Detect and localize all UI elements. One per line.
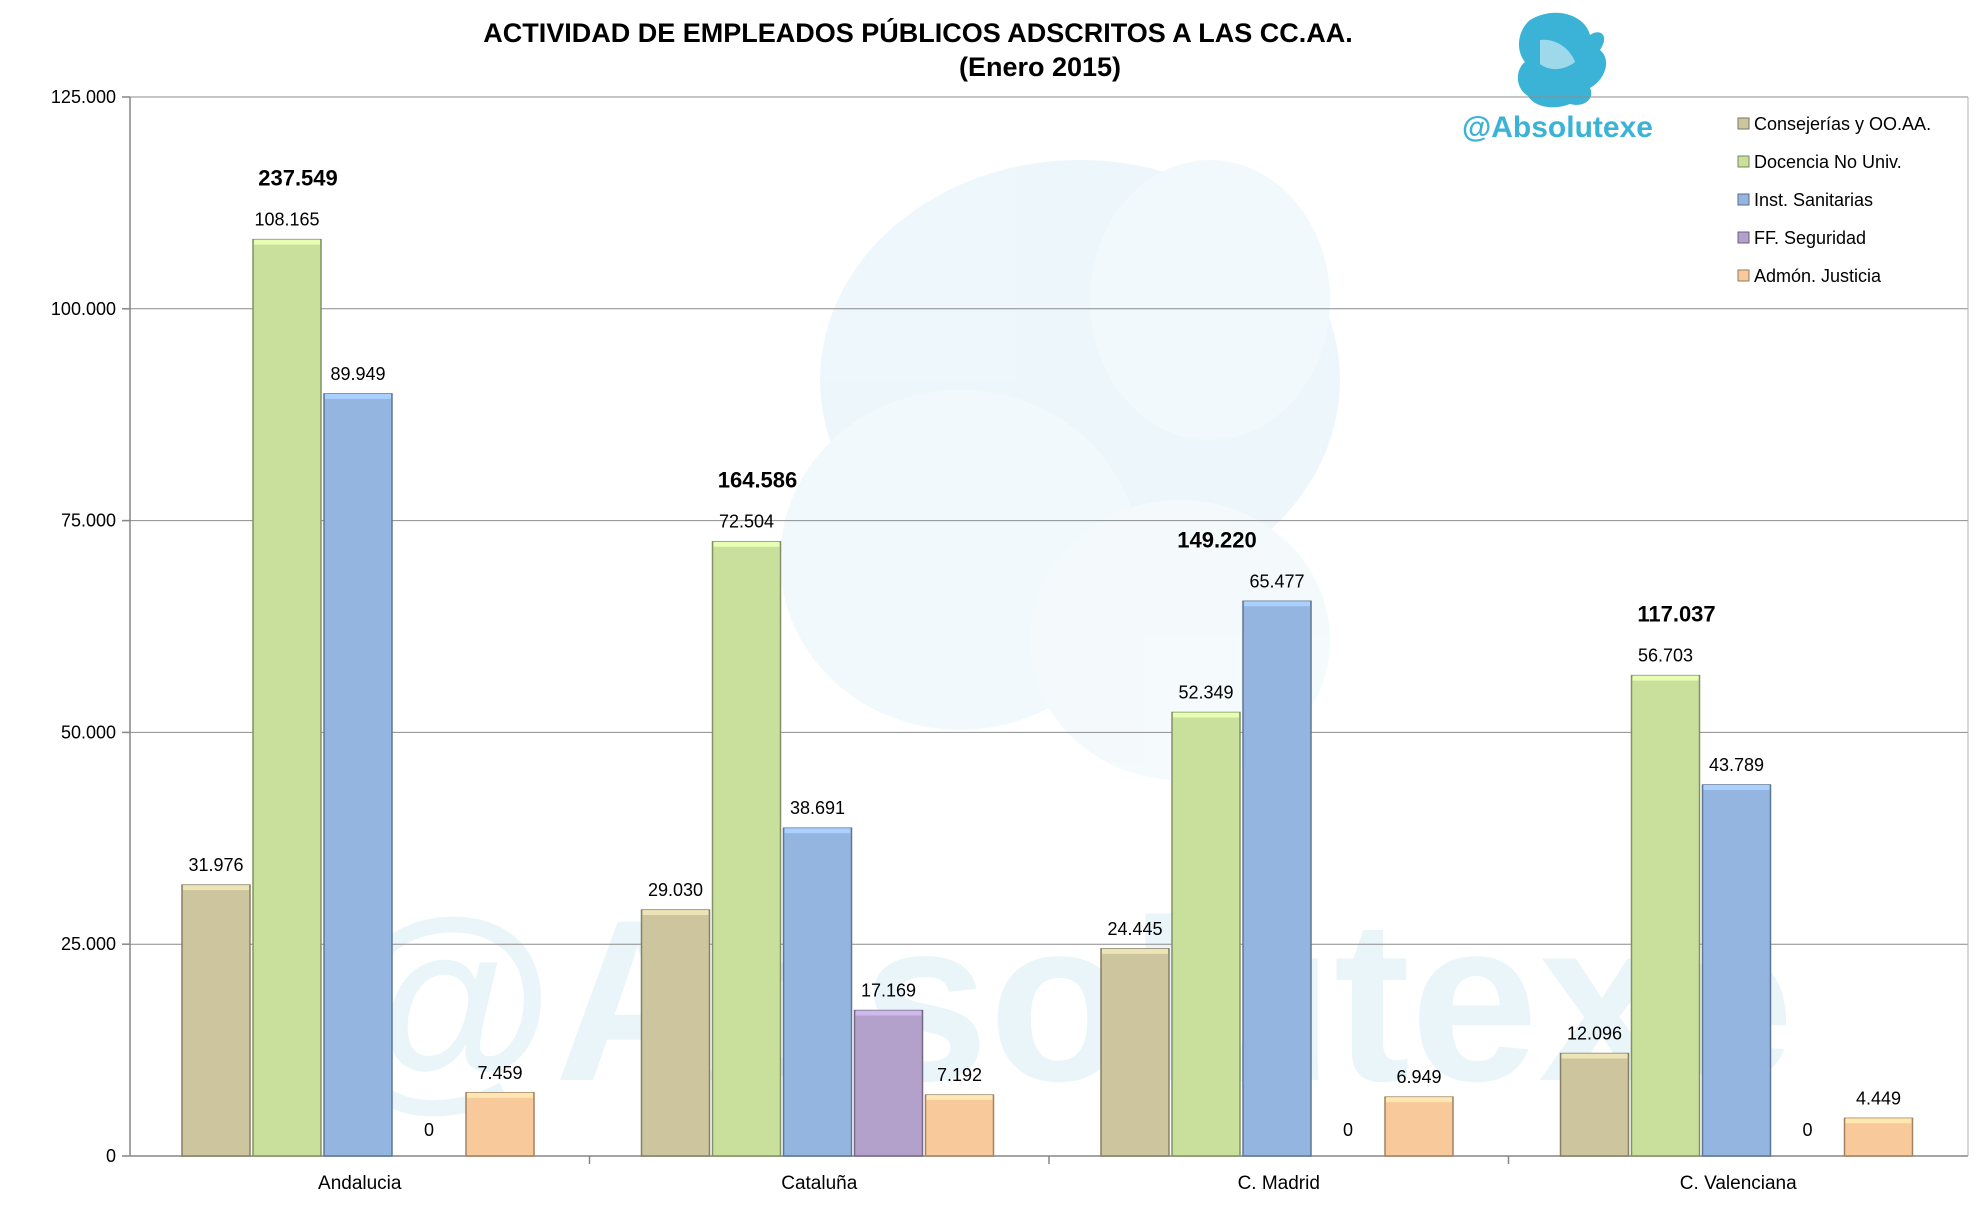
bar-top-highlight — [784, 828, 851, 834]
bar — [252, 238, 322, 1157]
bar-top-highlight — [855, 1010, 922, 1016]
bar-value-label: 89.949 — [330, 364, 385, 384]
legend-label: Admón. Justicia — [1754, 266, 1882, 286]
bar-value-label: 56.703 — [1638, 646, 1693, 666]
bar-top-highlight — [1386, 1097, 1452, 1103]
bar-top-highlight — [1703, 785, 1770, 791]
bar-value-label: 65.477 — [1249, 571, 1304, 591]
bar-value-label: 108.165 — [254, 210, 319, 230]
bar-value-label: 29.030 — [648, 880, 703, 900]
bar — [711, 540, 782, 1157]
bar-top-highlight — [926, 1095, 993, 1101]
category-total-label: 117.037 — [1637, 602, 1715, 627]
bar-top-highlight — [1102, 948, 1168, 954]
bar — [782, 827, 853, 1157]
bar-value-label: 72.504 — [719, 512, 774, 532]
bar-top-highlight — [713, 541, 780, 547]
bar-value-label: 17.169 — [861, 981, 916, 1001]
bar — [1701, 784, 1772, 1157]
legend-label: Inst. Sanitarias — [1754, 190, 1873, 210]
bar-value-label: 7.192 — [937, 1065, 982, 1085]
y-tick-label: 75.000 — [61, 511, 116, 531]
bar-value-label: 4.449 — [1856, 1088, 1901, 1108]
bar-value-label: 6.949 — [1396, 1067, 1441, 1087]
bar-value-label: 52.349 — [1178, 682, 1233, 702]
bar — [640, 909, 711, 1157]
bar — [1242, 600, 1312, 1157]
watermark-text: @Absolutexe — [330, 872, 1794, 1129]
bar-top-highlight — [467, 1092, 533, 1098]
legend-swatch — [1737, 193, 1750, 206]
legend-swatch — [1737, 117, 1750, 130]
bars — [181, 238, 1914, 1157]
bar-value-label: 0 — [1802, 1120, 1812, 1140]
chart-title: ACTIVIDAD DE EMPLEADOS PÚBLICOS ADSCRITO… — [483, 17, 1353, 48]
bar-top-highlight — [1632, 675, 1699, 681]
y-tick-label: 0 — [106, 1146, 116, 1166]
bar-top-highlight — [1173, 712, 1239, 718]
x-tick-labels: Andalucia Cataluña C. Madrid C. Valenciana — [318, 1173, 1797, 1194]
legend: Consejerías y OO.AA. Docencia No Univ. Ins… — [1737, 114, 1931, 286]
bar — [1384, 1096, 1454, 1157]
y-tick-label: 100.000 — [51, 299, 116, 319]
x-tick-label: C. Valenciana — [1680, 1173, 1797, 1194]
legend-label: Docencia No Univ. — [1754, 152, 1902, 172]
y-tick-label: 125.000 — [51, 87, 116, 107]
bar-top-highlight — [1561, 1053, 1628, 1059]
brand-text: @Absolutexe — [1462, 111, 1653, 144]
bar-top-highlight — [325, 393, 391, 399]
griffin-watermark-icon — [780, 160, 1340, 780]
legend-swatch — [1737, 269, 1750, 282]
brand-logo: @Absolutexe — [1462, 12, 1653, 144]
category-total-label: 237.549 — [258, 166, 338, 191]
bar-value-label: 12.096 — [1567, 1024, 1622, 1044]
bar-value-label: 38.691 — [790, 798, 845, 818]
bar-value-label: 43.789 — [1709, 755, 1764, 775]
bar — [853, 1009, 924, 1157]
legend-swatch — [1737, 155, 1750, 168]
x-tick-label: Andalucia — [318, 1173, 402, 1194]
bar — [323, 393, 393, 1157]
chart-subtitle: (Enero 2015) — [959, 52, 1121, 82]
watermark: @Absolutexe — [330, 160, 1794, 1129]
bar-top-highlight — [642, 910, 709, 916]
bar-top-highlight — [1845, 1118, 1912, 1124]
bar-top-highlight — [254, 239, 320, 245]
bar-top-highlight — [1244, 601, 1310, 607]
bar-value-label: 0 — [1343, 1120, 1353, 1140]
bar — [465, 1092, 535, 1157]
y-tick-label: 25.000 — [61, 934, 116, 954]
y-tick-labels: 0 25.000 50.000 75.000 100.000 125.000 — [51, 87, 116, 1166]
category-total-label: 149.220 — [1177, 527, 1257, 552]
griffin-logo-icon — [1517, 12, 1607, 108]
bar-value-label: 31.976 — [188, 855, 243, 875]
legend-label: FF. Seguridad — [1754, 228, 1866, 248]
y-tick-label: 50.000 — [61, 722, 116, 742]
bar-value-label: 0 — [424, 1120, 434, 1140]
bar — [924, 1094, 995, 1157]
bar — [1100, 948, 1170, 1157]
bar — [1171, 711, 1241, 1157]
legend-swatch — [1737, 231, 1750, 244]
category-total-label: 164.586 — [718, 468, 798, 493]
bar-value-label: 24.445 — [1107, 919, 1162, 939]
data-labels: 31.976 108.165 89.949 0 7.459 29.030 72.504 38.… — [188, 210, 1901, 1140]
total-labels: 237.549 164.586 149.220 117.037 — [258, 166, 1715, 627]
x-tick-label: Cataluña — [781, 1173, 857, 1194]
bar — [181, 884, 251, 1157]
legend-label: Consejerías y OO.AA. — [1754, 114, 1931, 134]
bar-top-highlight — [183, 885, 249, 891]
bar-value-label: 7.459 — [477, 1063, 522, 1083]
bar — [1843, 1117, 1914, 1157]
bar — [1630, 674, 1701, 1157]
bar — [1559, 1052, 1630, 1157]
x-tick-label: C. Madrid — [1238, 1173, 1320, 1194]
